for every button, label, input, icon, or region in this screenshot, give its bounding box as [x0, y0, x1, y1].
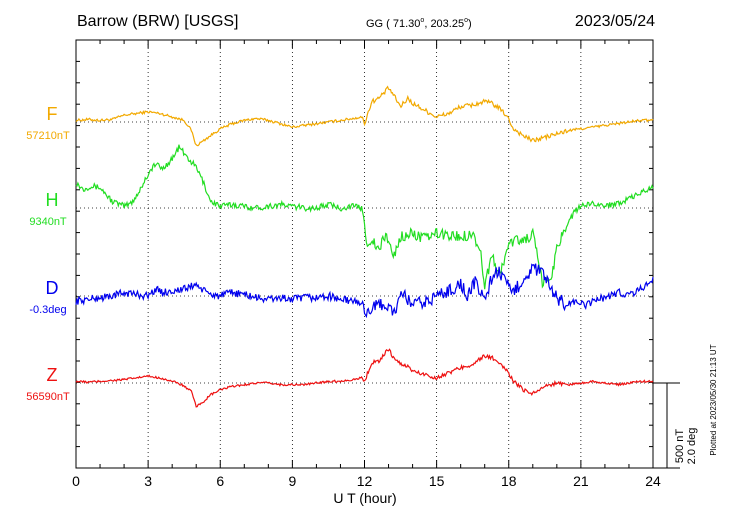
date-label: 2023/05/24	[575, 13, 655, 30]
series-label-d: D	[46, 278, 59, 298]
scale-label-nt: 500 nT	[674, 429, 686, 464]
trace-baselines	[76, 121, 653, 384]
coords-mid: , 203.25	[424, 18, 464, 30]
scale-label-deg: 2.0 deg	[686, 428, 698, 465]
series-label-f: F	[47, 104, 58, 124]
x-tick-label-0: 0	[72, 473, 80, 489]
baseline-value-z: 56590nT	[26, 391, 70, 403]
x-axis-label: U T (hour)	[333, 490, 396, 506]
baseline-value-h: 9340nT	[29, 216, 67, 228]
trace-z	[75, 348, 654, 408]
x-tick-label-24: 24	[645, 473, 661, 489]
coords-end: )	[468, 18, 472, 30]
traces	[75, 85, 654, 408]
plotted-at-note: Plotted at 2023/05/30 21:13 UT	[709, 344, 718, 455]
series-label-h: H	[46, 190, 59, 210]
baseline-value-d: -0.3deg	[29, 304, 66, 316]
series-label-z: Z	[47, 365, 58, 385]
trace-h	[75, 144, 654, 290]
station-coordinates: GG ( 71.30o, 203.25o)	[366, 17, 472, 30]
x-tick-label-21: 21	[573, 473, 589, 489]
trace-labels: F 57210nT H 9340nT D -0.3deg Z 56590nT	[26, 104, 70, 403]
coords-degree-mark: o	[420, 17, 424, 24]
x-tick-label-12: 12	[357, 473, 373, 489]
coords-prefix: GG ( 71.30	[366, 18, 420, 30]
x-tick-label-15: 15	[429, 473, 445, 489]
x-tick-label-6: 6	[216, 473, 224, 489]
trace-d	[75, 263, 654, 319]
baseline-value-f: 57210nT	[26, 130, 70, 142]
x-tick-label-18: 18	[501, 473, 517, 489]
station-title: Barrow (BRW) [USGS]	[77, 13, 239, 30]
x-tick-label-3: 3	[144, 473, 152, 489]
x-tick-label-9: 9	[288, 473, 296, 489]
vertical-grid	[147, 40, 582, 468]
trace-f	[75, 85, 654, 147]
x-axis-ticks: 0 3 6 9 12 15 18 21 24	[72, 40, 661, 489]
coords-degree-mark-2: o	[464, 17, 468, 24]
